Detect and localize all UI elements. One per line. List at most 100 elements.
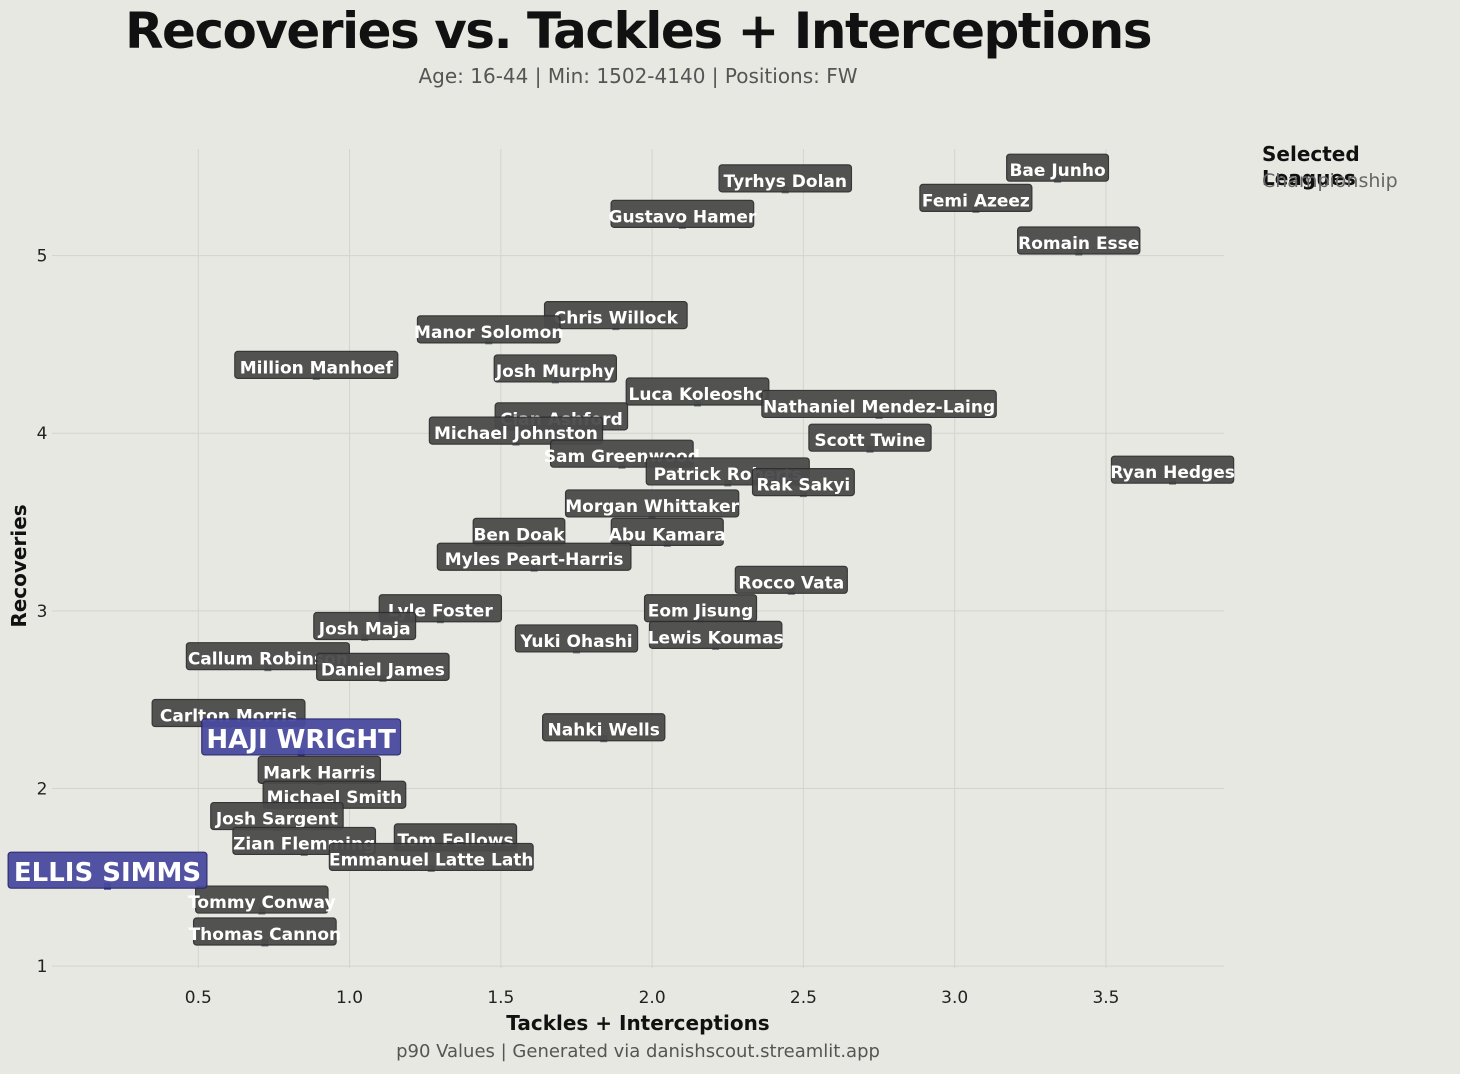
label-box [428, 416, 604, 445]
highlight-label: ELLIS SIMMS [7, 851, 208, 889]
player-label: Lewis Koumas [648, 620, 784, 649]
player-label: Abu Kamara [609, 517, 726, 546]
label-text: Nahki Wells [548, 721, 660, 741]
chart-title: Recoveries vs. Tackles + Interceptions [124, 2, 1153, 60]
label-text: Thomas Cannon [189, 925, 342, 945]
label-box [436, 542, 632, 571]
label-text: Femi Azeez [922, 191, 1030, 211]
label-box [751, 468, 855, 497]
player-label: Femi Azeez [919, 183, 1033, 212]
label-box [493, 354, 618, 383]
label-text: Eom Jisung [648, 602, 754, 622]
player-label: Ryan Hedges [1110, 455, 1235, 484]
label-text: Michael Johnston [434, 424, 598, 444]
player-label: Callum Robinson [185, 642, 350, 671]
y-tick-label: 1 [37, 957, 48, 977]
y-tick-label: 4 [37, 424, 48, 444]
player-label: Yuki Ohashi [514, 624, 639, 653]
label-text: Romain Esse [1018, 234, 1139, 254]
player-label: Luca Koleosho [625, 377, 770, 406]
player-label: Michael Johnston [428, 416, 604, 445]
label-text: Bae Junho [1009, 161, 1105, 181]
label-text: Rak Sakyi [757, 476, 851, 496]
player-label: Ben Doak [472, 517, 566, 546]
player-label: Scott Twine [808, 423, 932, 452]
player-label: Emmanuel Latte Lath [328, 842, 534, 872]
label-box [543, 301, 688, 330]
label-text: Rocco Vata [738, 573, 844, 593]
label-text: ELLIS SIMMS [14, 858, 201, 888]
player-label: Million Manhoef [234, 350, 399, 379]
y-tick-label: 3 [37, 602, 48, 622]
label-box [610, 517, 724, 546]
player-label: Nahki Wells [542, 713, 666, 742]
label-text: Tommy Conway [188, 893, 335, 913]
player-label: Daniel James [316, 652, 450, 681]
x-tick-label: 0.5 [185, 988, 212, 1008]
label-box [808, 423, 932, 452]
x-axis-label: Tackles + Interceptions [506, 1011, 769, 1035]
highlight-label: HAJI WRIGHT [201, 718, 402, 756]
label-text: Chris Willock [554, 309, 679, 329]
label-box [761, 389, 997, 419]
label-box [195, 885, 329, 914]
y-axis-ticks: 1 2 3 4 5 [37, 247, 48, 978]
label-box [416, 315, 561, 344]
label-box [1006, 153, 1110, 182]
label-text: HAJI WRIGHT [206, 725, 396, 755]
player-label: Manor Solomon [414, 315, 563, 344]
label-text: Josh Maja [318, 619, 411, 639]
player-label: Bae Junho [1006, 153, 1110, 182]
point-labels: Bae Junho Tyrhys Dolan Femi Azeez Gustavo H… [7, 153, 1235, 946]
player-label: Thomas Cannon [189, 917, 342, 946]
chart-subtitle: Age: 16-44 | Min: 1502-4140 | Positions:… [418, 64, 858, 88]
label-box [610, 199, 755, 228]
label-text: Callum Robinson [188, 650, 348, 670]
player-label: Nathaniel Mendez-Laing [761, 389, 997, 419]
label-box [328, 842, 534, 872]
label-text: Lewis Koumas [648, 628, 784, 648]
player-label: Rocco Vata [734, 565, 848, 594]
label-text: Josh Sargent [215, 810, 338, 830]
label-text: Gustavo Hamer [608, 207, 756, 227]
label-box [1110, 455, 1235, 484]
x-tick-label: 3.0 [941, 988, 968, 1008]
player-label: Tommy Conway [188, 885, 336, 914]
label-box [564, 489, 740, 518]
label-box [201, 718, 402, 756]
label-text: Yuki Ohashi [519, 632, 632, 652]
legend-item-championship: Championship [1262, 170, 1398, 192]
label-text: Luca Koleosho [629, 385, 767, 405]
label-box [542, 713, 666, 742]
footer-note: p90 Values | Generated via danishscout.s… [396, 1041, 880, 1062]
player-label: Myles Peart-Harris [436, 542, 632, 571]
x-tick-label: 1.0 [336, 988, 363, 1008]
player-label: Romain Esse [1017, 226, 1141, 255]
x-tick-label: 1.5 [487, 988, 514, 1008]
grid-lines [52, 149, 1224, 968]
y-tick-label: 2 [37, 779, 48, 799]
label-box [234, 350, 399, 379]
player-label: Morgan Whittaker [564, 489, 740, 518]
label-box [919, 183, 1033, 212]
label-box [192, 917, 337, 946]
player-label: Tyrhys Dolan [718, 164, 853, 193]
label-box [648, 620, 783, 649]
x-tick-label: 2.5 [790, 988, 817, 1008]
label-text: Emmanuel Latte Lath [329, 850, 534, 870]
label-text: Ben Doak [473, 525, 565, 545]
label-text: Manor Solomon [414, 323, 563, 343]
player-label: Eom Jisung [643, 594, 758, 623]
y-axis-label: Recoveries [7, 504, 31, 627]
player-label: Rak Sakyi [751, 468, 855, 497]
label-text: Scott Twine [814, 431, 925, 451]
player-label: Josh Sargent [210, 801, 344, 831]
label-text: Josh Murphy [495, 362, 615, 382]
label-text: Million Manhoef [240, 358, 394, 378]
label-box [7, 851, 208, 889]
label-box [316, 652, 450, 681]
label-text: Morgan Whittaker [565, 497, 739, 517]
label-text: Daniel James [321, 660, 445, 680]
player-label: Chris Willock [543, 301, 688, 330]
